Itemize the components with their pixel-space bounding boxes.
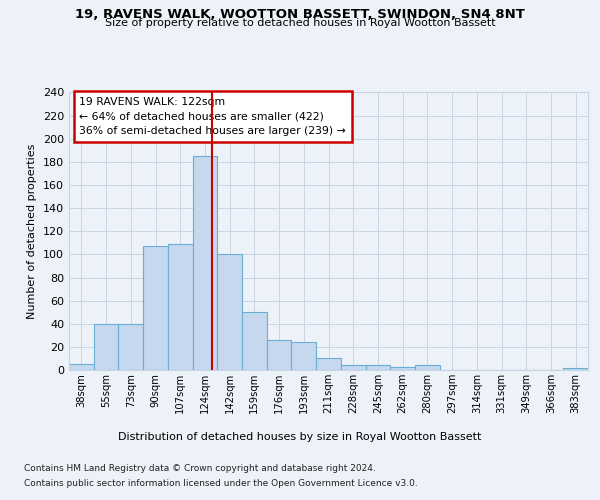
- Bar: [193, 156, 217, 370]
- Text: Distribution of detached houses by size in Royal Wootton Bassett: Distribution of detached houses by size …: [118, 432, 482, 442]
- Bar: [217, 254, 242, 370]
- Bar: [143, 246, 168, 370]
- Text: 19, RAVENS WALK, WOOTTON BASSETT, SWINDON, SN4 8NT: 19, RAVENS WALK, WOOTTON BASSETT, SWINDO…: [75, 8, 525, 20]
- Bar: [168, 244, 193, 370]
- Bar: [415, 366, 440, 370]
- Bar: [69, 364, 94, 370]
- Bar: [94, 324, 118, 370]
- Text: Contains public sector information licensed under the Open Government Licence v3: Contains public sector information licen…: [24, 479, 418, 488]
- Text: 19 RAVENS WALK: 122sqm
← 64% of detached houses are smaller (422)
36% of semi-de: 19 RAVENS WALK: 122sqm ← 64% of detached…: [79, 96, 346, 136]
- Bar: [563, 368, 588, 370]
- Bar: [316, 358, 341, 370]
- Text: Size of property relative to detached houses in Royal Wootton Bassett: Size of property relative to detached ho…: [104, 18, 496, 28]
- Bar: [267, 340, 292, 370]
- Bar: [118, 324, 143, 370]
- Bar: [242, 312, 267, 370]
- Bar: [365, 366, 390, 370]
- Bar: [390, 366, 415, 370]
- Text: Contains HM Land Registry data © Crown copyright and database right 2024.: Contains HM Land Registry data © Crown c…: [24, 464, 376, 473]
- Bar: [292, 342, 316, 370]
- Bar: [341, 366, 365, 370]
- Y-axis label: Number of detached properties: Number of detached properties: [28, 144, 37, 319]
